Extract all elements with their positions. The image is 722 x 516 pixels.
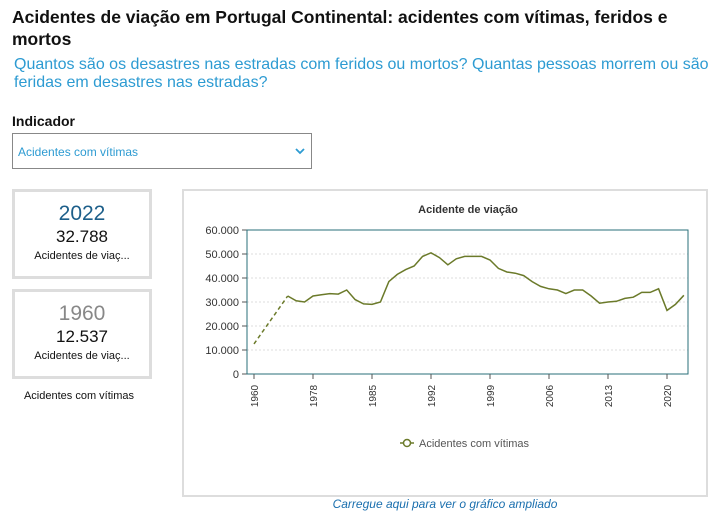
x-tick-label: 1978 [309, 384, 320, 407]
y-tick-label: 60.000 [205, 225, 239, 237]
gap-connector [253, 295, 289, 345]
chart-box[interactable] [182, 189, 708, 497]
card-first: 1960 12.537 Acidentes de viaç... [12, 289, 152, 379]
x-tick-label: 2006 [545, 384, 556, 407]
y-tick-label: 50.000 [205, 249, 239, 261]
card-label: Acidentes de viaç... [34, 350, 130, 362]
y-tick-label: 30.000 [205, 297, 239, 309]
card-value: 12.537 [56, 327, 108, 346]
y-tick-label: 20.000 [205, 321, 239, 333]
dropdown-arrow [295, 148, 305, 155]
card-year: 1960 [58, 302, 106, 325]
card-value: 32.788 [56, 227, 108, 246]
x-tick-label: 2013 [604, 384, 615, 407]
x-tick-label: 1960 [250, 384, 261, 407]
plot-area [246, 229, 689, 375]
chart-title: Acidente de viação [418, 204, 518, 216]
card-label: Acidentes de viaç... [34, 250, 130, 262]
legend-label: Acidentes com vítimas [419, 438, 530, 450]
y-tick-label: 0 [233, 369, 239, 381]
series-line [287, 251, 685, 312]
card-year: 2022 [58, 202, 106, 225]
x-tick-label: 1999 [486, 384, 497, 407]
page-subtitle: Quantos são os desastres nas estradas co… [14, 56, 709, 91]
indicator-select[interactable]: Acidentes com vítimas [12, 133, 312, 169]
card-latest: 2022 32.788 Acidentes de viaç... [12, 189, 152, 279]
x-tick-label: 1992 [427, 384, 438, 407]
enlarge-link[interactable]: Carregue aqui para ver o gráfico ampliad… [332, 497, 558, 511]
indicator-label: Indicador [12, 113, 76, 129]
y-tick-label: 40.000 [205, 273, 239, 285]
legend-item: Acidentes com vítimas [400, 438, 530, 450]
selected-option: Acidentes com vítimas [18, 145, 139, 159]
y-tick-label: 10.000 [205, 345, 239, 357]
legend-marker [402, 438, 412, 448]
x-tick-label: 1985 [368, 384, 379, 407]
x-tick-label: 2020 [663, 384, 674, 407]
page-title: Acidentes de viação em Portugal Continen… [12, 7, 668, 49]
cards-caption: Acidentes com vítimas [23, 390, 135, 402]
